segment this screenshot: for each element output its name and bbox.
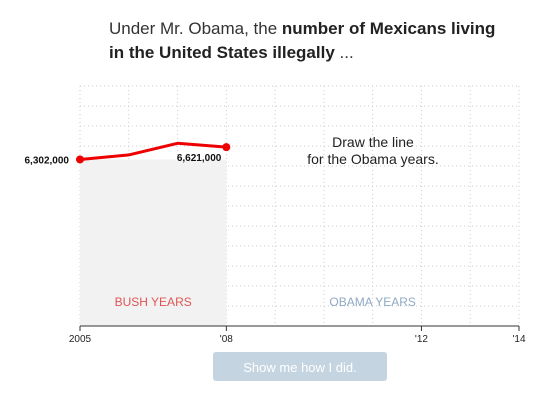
prompt-line-2: for the Obama years. xyxy=(307,151,439,167)
x-tick-label: '08 xyxy=(220,334,233,345)
series: 6,302,000 6,621,000 xyxy=(25,141,231,166)
headline: Under Mr. Obama, the number of Mexicans … xyxy=(109,17,509,65)
x-tick-label: '14 xyxy=(512,334,525,345)
x-tick-label: 2005 xyxy=(69,334,92,345)
regions: BUSH YEARS OBAMA YEARS xyxy=(80,159,416,326)
show-me-button[interactable]: Show me how I did. xyxy=(213,352,387,381)
headline-emphasis: number of Mexicans living in the United … xyxy=(109,19,496,62)
prompt-line-1: Draw the line xyxy=(332,134,414,150)
region-label: OBAMA YEARS xyxy=(329,295,415,309)
x-tick-label: '12 xyxy=(415,334,428,345)
region-shade-1 xyxy=(80,159,227,326)
data-label: 6,621,000 xyxy=(177,153,222,164)
headline-lead: Under Mr. Obama, the xyxy=(109,19,282,38)
series-line xyxy=(78,141,228,161)
x-axis-ticks: 2005 '08 '12 '14 xyxy=(69,326,526,345)
headline-trail: ... xyxy=(334,43,354,62)
region-label: BUSH YEARS xyxy=(115,295,192,309)
data-point xyxy=(76,155,84,164)
data-label: 6,302,000 xyxy=(25,155,70,166)
data-point xyxy=(222,143,231,152)
